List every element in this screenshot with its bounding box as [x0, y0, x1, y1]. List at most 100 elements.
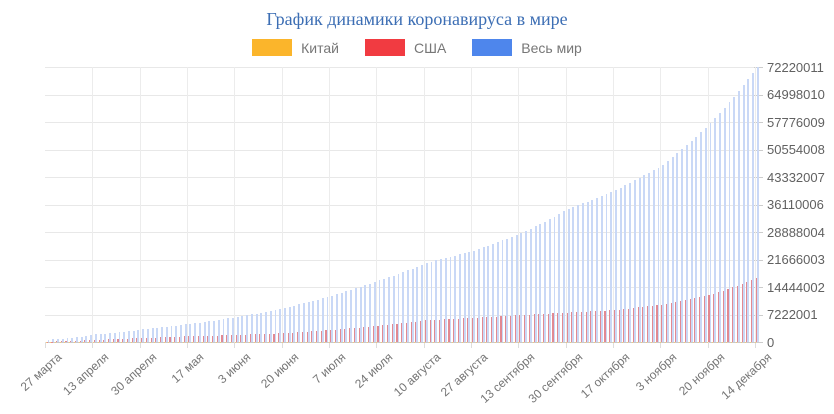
v-gridline [755, 67, 756, 342]
x-axis-label: 3 июня [215, 350, 254, 387]
usa-bar [505, 315, 507, 342]
usa-bar [136, 338, 138, 342]
world-bar [47, 339, 50, 342]
usa-bar [363, 327, 365, 342]
world-bar [742, 85, 745, 342]
world-bar [548, 219, 551, 342]
usa-bar [467, 318, 469, 342]
world-bar [317, 299, 319, 342]
world-bar [392, 275, 395, 342]
world-bar [71, 337, 74, 342]
world-bar [222, 319, 225, 342]
usa-bar [259, 334, 261, 342]
world-bar [723, 107, 726, 342]
usa-bar [424, 320, 427, 342]
usa-bar [699, 297, 701, 342]
x-axis-label: 17 мая [168, 350, 207, 386]
world-bar [340, 292, 343, 342]
world-bar [454, 255, 457, 342]
x-axis-label: 20 июня [257, 350, 302, 391]
world-bar [520, 233, 523, 342]
world-bar [728, 102, 731, 342]
world-bar [544, 221, 546, 342]
world-bar [449, 256, 452, 342]
world-bar [113, 332, 116, 342]
usa-bar [571, 312, 573, 342]
usa-bar [401, 323, 403, 342]
world-bar [714, 118, 717, 342]
usa-bar [211, 335, 214, 342]
world-bar [260, 312, 263, 342]
usa-bar [316, 331, 318, 342]
usa-bar [273, 333, 275, 342]
legend-item-world[interactable]: Весь мир [472, 39, 582, 56]
usa-bar [188, 336, 190, 342]
x-axis-label: 13 апреля [60, 350, 112, 399]
legend-label-usa: США [414, 39, 447, 56]
usa-bar [434, 319, 436, 342]
world-bar [435, 260, 438, 342]
world-bar [506, 238, 509, 342]
world-bar [671, 157, 674, 342]
world-bar [388, 277, 390, 342]
world-bar [681, 149, 684, 342]
world-bar [217, 319, 220, 342]
usa-bar [519, 314, 521, 342]
usa-bar [490, 316, 493, 342]
legend-label-world: Весь мир [521, 39, 582, 56]
world-bar [633, 180, 636, 342]
world-bar [676, 153, 679, 342]
usa-bar [542, 313, 545, 342]
h-gridline [45, 287, 759, 288]
usa-bar [297, 332, 299, 342]
usa-bar [70, 341, 72, 342]
world-bar [255, 313, 258, 342]
world-bar [695, 136, 698, 342]
world-bar [269, 310, 272, 342]
x-tick [471, 342, 472, 348]
world-bar [558, 214, 561, 342]
world-bar [534, 226, 537, 342]
x-tick [755, 342, 756, 348]
usa-bar [722, 290, 724, 342]
x-axis-label: 27 марта [17, 350, 65, 394]
world-bar [529, 228, 532, 342]
world-bar [208, 321, 211, 342]
usa-bar [751, 279, 753, 342]
h-gridline [45, 314, 759, 316]
usa-bar [93, 339, 96, 342]
world-bar [615, 190, 617, 342]
world-bar [492, 243, 494, 342]
world-bar [369, 283, 372, 342]
world-bar [430, 261, 433, 342]
usa-bar [391, 324, 393, 342]
usa-bar [79, 340, 81, 342]
world-bar [600, 195, 603, 342]
y-tick [754, 342, 763, 343]
usa-bar [528, 314, 531, 342]
v-gridline [234, 67, 236, 342]
world-bar [288, 306, 291, 342]
y-axis-label: 64998010 [767, 87, 825, 102]
x-axis-label: 24 июля [352, 350, 396, 391]
usa-bar [675, 302, 677, 342]
usa-bar [344, 328, 346, 342]
legend-item-china[interactable]: Китай [252, 39, 339, 56]
world-bar [733, 96, 736, 342]
usa-bar [358, 327, 360, 342]
world-bar [487, 245, 490, 342]
x-tick [139, 342, 141, 348]
usa-bar [604, 310, 606, 342]
world-bar [482, 247, 485, 342]
usa-bar [727, 288, 729, 342]
world-bar [662, 164, 665, 342]
world-bar [137, 330, 140, 342]
usa-bar [74, 340, 77, 342]
world-bar [336, 294, 338, 342]
usa-bar [292, 332, 294, 342]
usa-bar [746, 281, 748, 342]
legend-item-usa[interactable]: США [365, 39, 446, 56]
legend: Китай США Весь мир [0, 39, 834, 56]
usa-bar [254, 334, 256, 342]
